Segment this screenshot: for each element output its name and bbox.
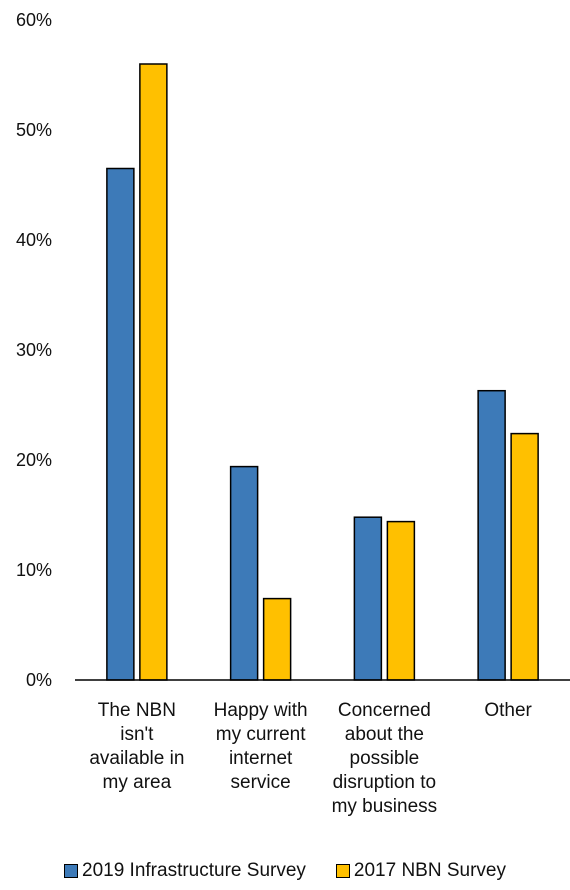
y-tick-label: 60% [16, 10, 52, 30]
bar-2017-3 [510, 432, 539, 681]
bar-2017-0 [139, 63, 168, 681]
bar-2019-3 [477, 389, 506, 681]
y-tick-label: 20% [16, 450, 52, 470]
legend-item-2017: 2017 NBN Survey [335, 858, 506, 884]
legend-swatch-2017 [335, 864, 350, 878]
y-tick-label: 40% [16, 230, 52, 250]
x-category-label: Happy with my current internet service [214, 700, 308, 793]
bar-2019-0 [106, 167, 135, 681]
legend-label-2019: 2019 Infrastructure Survey [82, 860, 306, 881]
bars [106, 63, 539, 681]
x-axis-labels: The NBN isn't available in my area Happy wit… [89, 700, 532, 817]
x-category-label: The NBN isn't available in my area [89, 700, 184, 793]
bar-2019-1 [229, 465, 259, 681]
bar-2019-2 [353, 516, 383, 681]
x-category-label: Other [484, 700, 532, 721]
y-tick-label: 50% [16, 120, 52, 140]
legend: 2019 Infrastructure Survey 2017 NBN Surv… [0, 858, 570, 884]
legend-swatch-2019 [64, 864, 79, 878]
y-tick-label: 10% [16, 560, 52, 580]
x-category-label: Concerned about the possible disruption to m… [332, 700, 438, 817]
legend-label-2017: 2017 NBN Survey [353, 860, 506, 881]
bar-chart: 0% 10% 20% 30% 40% 50% 60% The NBN isn't availab… [16, 10, 570, 817]
y-tick-label: 30% [16, 340, 52, 360]
y-axis-ticks: 0% 10% 20% 30% 40% 50% 60% [16, 10, 52, 690]
y-tick-label: 0% [26, 670, 52, 690]
legend-item-2019: 2019 Infrastructure Survey [64, 858, 306, 884]
bar-2017-1 [262, 597, 292, 681]
bar-2017-2 [386, 520, 416, 681]
